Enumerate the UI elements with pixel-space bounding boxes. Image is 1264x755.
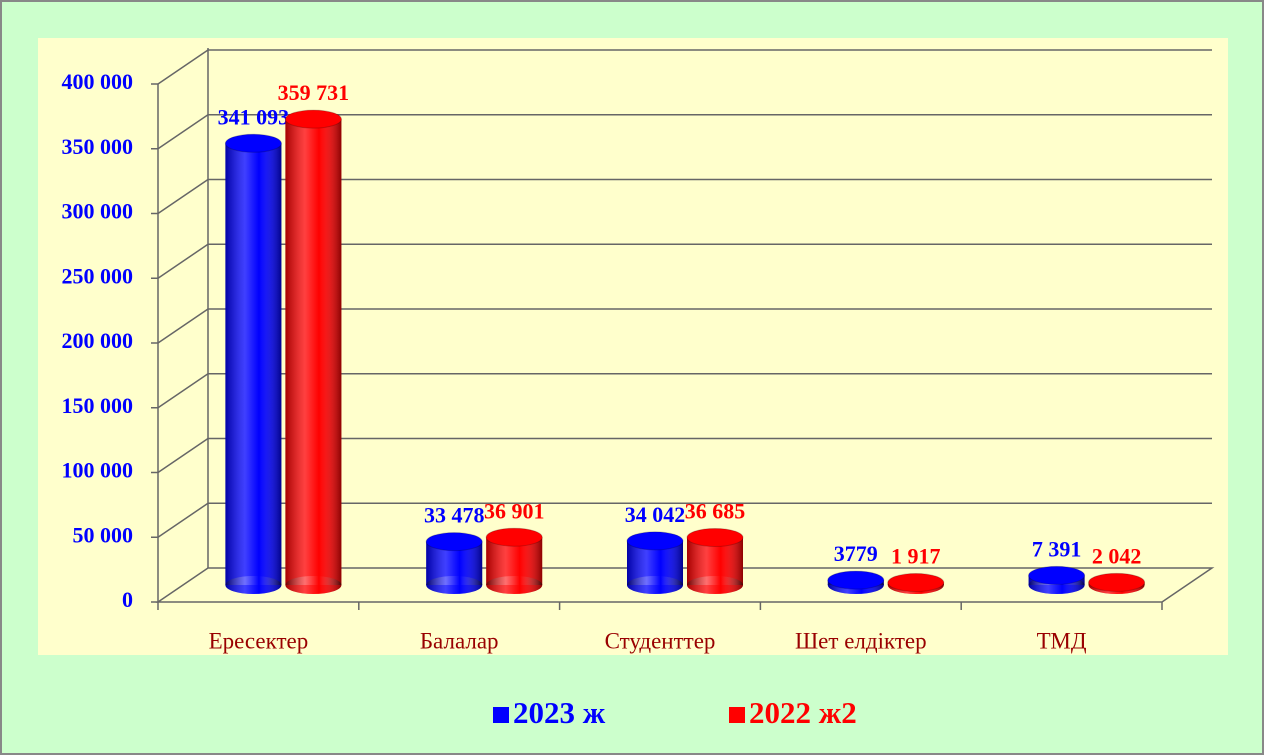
bar-top <box>827 570 885 590</box>
grid-line <box>157 437 209 474</box>
bar-top <box>686 527 744 547</box>
value-label: 341 093 <box>218 104 290 129</box>
y-tick-label: 350 000 <box>62 134 134 159</box>
value-label: 34 042 <box>625 502 686 527</box>
y-tick-label: 250 000 <box>62 263 134 288</box>
x-tick-label: Ересектер <box>209 628 309 653</box>
bar-top <box>224 133 282 153</box>
legend-label: 2022 ж2 <box>749 695 857 730</box>
x-tick-label: Балалар <box>420 628 499 653</box>
bar-top <box>887 573 945 593</box>
value-label: 1 917 <box>891 544 941 569</box>
value-label: 36 685 <box>685 499 746 524</box>
grid-line <box>157 243 209 279</box>
value-label: 2 042 <box>1092 543 1142 568</box>
value-label: 3779 <box>834 541 878 566</box>
bar-top <box>1088 572 1146 592</box>
x-tick-label: Шет елдіктер <box>795 628 927 653</box>
floor <box>155 567 1215 603</box>
grid-line <box>157 178 209 215</box>
bar-top <box>425 532 483 552</box>
y-tick-label: 200 000 <box>62 328 134 353</box>
y-tick-label: 300 000 <box>62 199 134 224</box>
grid-line <box>157 114 209 150</box>
grid-line <box>157 373 209 409</box>
y-tick-label: 50 000 <box>73 522 134 547</box>
value-label: 36 901 <box>484 498 545 523</box>
legend-label: 2023 ж <box>513 695 606 730</box>
y-tick-label: 0 <box>122 587 133 612</box>
x-tick-label: ТМД <box>1037 628 1087 653</box>
grid-line <box>157 308 209 344</box>
value-label: 7 391 <box>1032 536 1082 561</box>
bar-shade <box>225 143 282 586</box>
legend-swatch <box>493 707 509 723</box>
grid-line <box>157 502 209 538</box>
legend-swatch <box>729 707 745 723</box>
value-label: 33 478 <box>424 503 485 528</box>
bar-top <box>284 109 342 129</box>
bar-top <box>485 527 543 547</box>
grid-line <box>157 49 209 85</box>
y-tick-label: 400 000 <box>62 69 134 94</box>
x-tick-label: Студенттер <box>605 628 716 653</box>
y-tick-label: 150 000 <box>62 393 134 418</box>
bar-top <box>1028 565 1086 585</box>
bar-shade <box>285 119 342 586</box>
y-tick-label: 100 000 <box>62 458 134 483</box>
value-label: 359 731 <box>278 80 350 105</box>
bar-top <box>626 531 684 551</box>
